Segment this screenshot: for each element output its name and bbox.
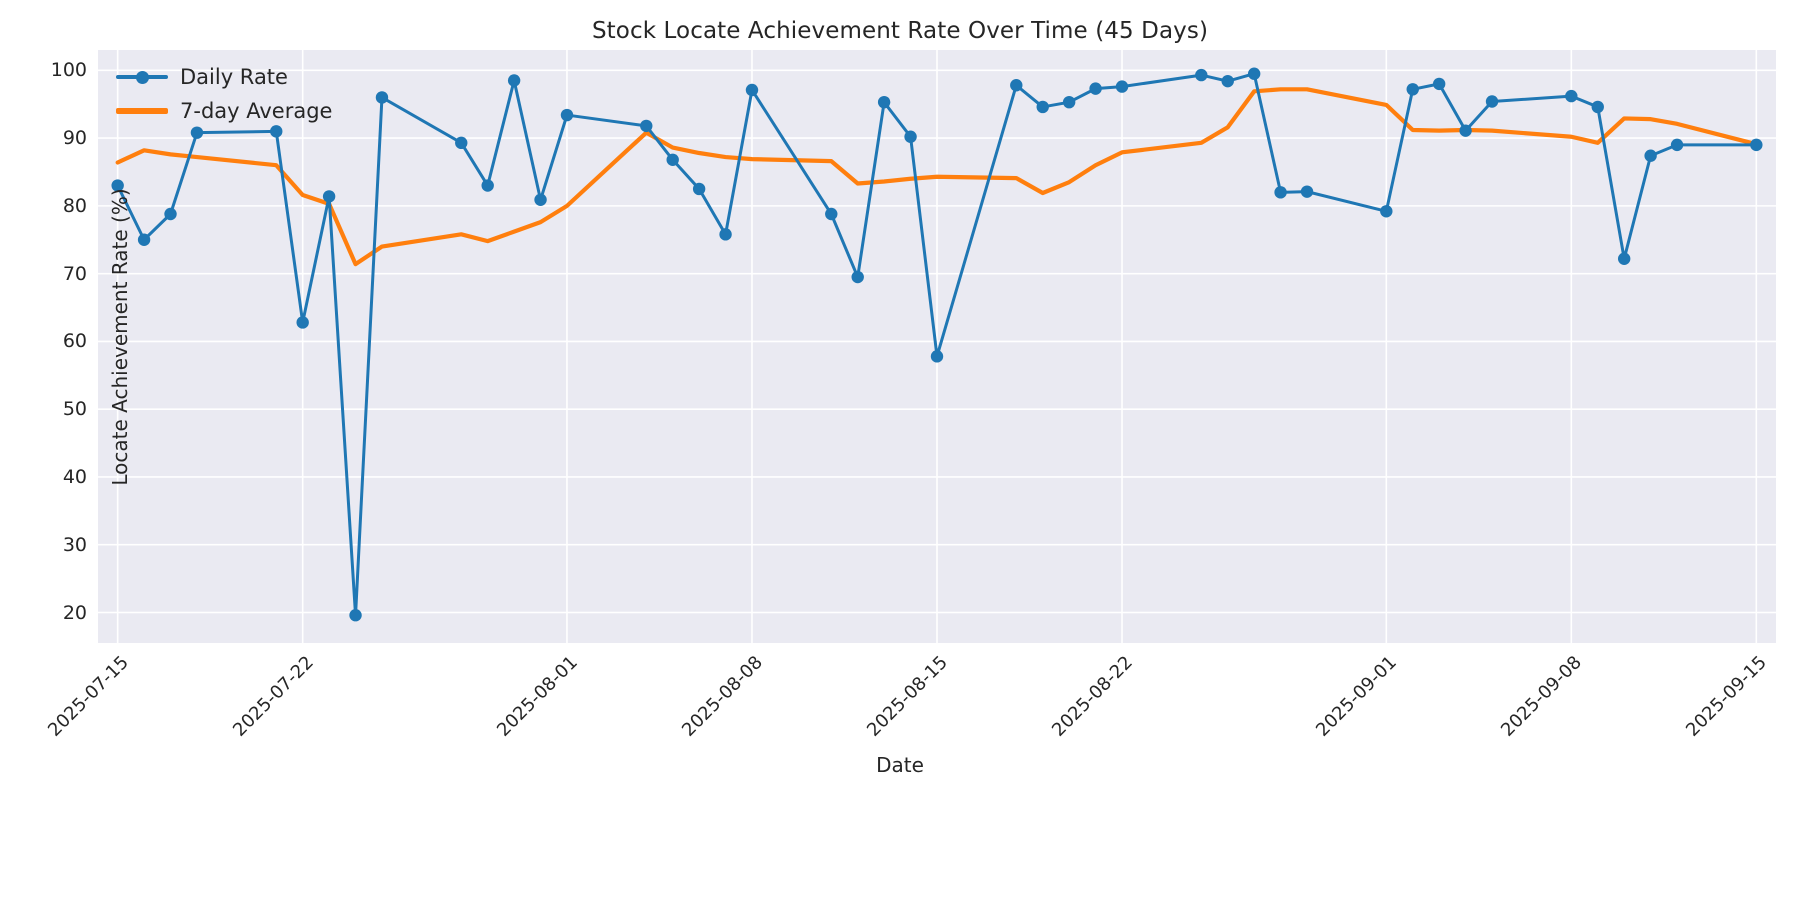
y-tick-label: 30 xyxy=(62,533,87,556)
y-tick-label: 20 xyxy=(62,601,87,624)
y-tick-label: 70 xyxy=(62,262,87,285)
x-tick-label: 2025-09-08 xyxy=(1497,652,1587,741)
y-tick-label: 50 xyxy=(62,398,87,421)
data-point[interactable] xyxy=(851,270,864,284)
data-point[interactable] xyxy=(322,190,336,203)
x-tick-label: 2025-07-15 xyxy=(43,652,133,741)
data-point[interactable] xyxy=(1485,95,1499,108)
data-point[interactable] xyxy=(1670,138,1684,152)
y-tick-label: 40 xyxy=(62,465,87,488)
series-line-7-day-average xyxy=(115,87,1759,267)
legend-item-daily-rate[interactable]: Daily Rate xyxy=(116,60,332,94)
x-tick-label: 2025-07-22 xyxy=(228,652,318,741)
data-point[interactable] xyxy=(1591,100,1604,114)
data-point[interactable] xyxy=(1380,205,1393,218)
data-point[interactable] xyxy=(1247,67,1261,80)
data-point[interactable] xyxy=(1221,74,1234,88)
data-point[interactable] xyxy=(719,228,732,241)
data-point[interactable] xyxy=(137,233,151,246)
x-tick-label: 2025-08-08 xyxy=(678,652,767,741)
y-tick-label: 90 xyxy=(62,127,87,150)
data-point[interactable] xyxy=(1644,149,1657,162)
data-point[interactable] xyxy=(1406,83,1419,96)
data-point[interactable] xyxy=(507,74,521,87)
data-point[interactable] xyxy=(1089,82,1102,95)
data-point[interactable] xyxy=(296,316,309,329)
data-point[interactable] xyxy=(1274,186,1287,199)
data-point[interactable] xyxy=(745,83,759,97)
legend-label-daily-rate: Daily Rate xyxy=(180,65,288,89)
data-point[interactable] xyxy=(640,119,653,133)
data-point[interactable] xyxy=(1036,100,1049,114)
legend-swatch-seven-day-average xyxy=(116,101,168,121)
legend-item-seven-day-average[interactable]: 7-day Average xyxy=(116,94,332,128)
series-layer xyxy=(111,67,1763,622)
data-point[interactable] xyxy=(1432,77,1446,91)
chart-legend: Daily Rate 7-day Average xyxy=(110,58,338,130)
data-point[interactable] xyxy=(825,207,838,221)
data-point[interactable] xyxy=(666,153,679,166)
data-point[interactable] xyxy=(1300,185,1314,198)
data-point[interactable] xyxy=(1010,79,1023,92)
legend-swatch-daily-rate xyxy=(116,67,168,87)
data-point[interactable] xyxy=(1062,95,1076,109)
x-tick-label: 2025-08-01 xyxy=(492,652,582,741)
data-point[interactable] xyxy=(930,350,944,363)
y-tick-label: 60 xyxy=(62,330,87,353)
data-point[interactable] xyxy=(111,179,124,192)
x-tick-label: 2025-08-15 xyxy=(863,652,952,741)
data-point[interactable] xyxy=(1115,80,1129,93)
x-axis-label: Date xyxy=(876,753,924,777)
data-point[interactable] xyxy=(481,179,494,192)
x-tick-label: 2025-09-01 xyxy=(1312,652,1402,741)
data-point[interactable] xyxy=(1750,138,1763,152)
data-point[interactable] xyxy=(877,95,891,109)
data-point[interactable] xyxy=(190,126,204,139)
data-point[interactable] xyxy=(534,193,547,206)
data-point[interactable] xyxy=(1617,252,1631,265)
x-tick-label: 2025-08-22 xyxy=(1048,652,1137,741)
data-point[interactable] xyxy=(692,182,706,196)
y-tick-label: 100 xyxy=(50,59,87,82)
data-point[interactable] xyxy=(270,125,283,138)
data-point[interactable] xyxy=(904,130,917,143)
data-point[interactable] xyxy=(164,207,177,221)
data-point[interactable] xyxy=(560,108,574,122)
data-point[interactable] xyxy=(1565,89,1578,103)
data-point[interactable] xyxy=(1459,124,1472,137)
data-point[interactable] xyxy=(1195,68,1208,82)
data-point[interactable] xyxy=(455,136,468,150)
data-point[interactable] xyxy=(349,609,362,622)
legend-label-seven-day-average: 7-day Average xyxy=(180,99,333,123)
plot-area: 100 90 80 70 60 50 40 30 20 2025-07-15 2025-07-22… xyxy=(44,50,1776,741)
x-tick-label: 2025-09-15 xyxy=(1682,652,1772,741)
y-tick-label: 80 xyxy=(62,194,87,217)
plot-canvas xyxy=(98,50,1776,643)
data-point[interactable] xyxy=(375,91,389,104)
chart-title: Stock Locate Achievement Rate Over Time … xyxy=(591,18,1209,44)
